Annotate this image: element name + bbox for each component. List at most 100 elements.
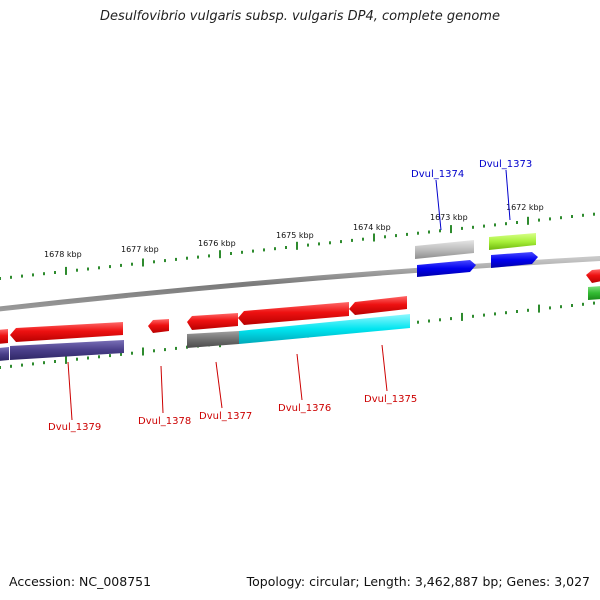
tick-label-1675: 1675 kbp: [276, 231, 314, 240]
upper-minor-tick: [10, 275, 12, 279]
upper-minor-tick: [439, 229, 441, 233]
upper-major-tick: [296, 241, 298, 250]
upper-minor-tick: [43, 272, 45, 276]
leader-dvul-1379: [67, 361, 73, 421]
lower-minor-tick: [87, 356, 89, 360]
gene-label-dvul-1375[interactable]: Dvul_1375: [364, 394, 417, 405]
cog-feature-partial-left[interactable]: [0, 347, 9, 361]
cds-partial-left[interactable]: [0, 329, 8, 344]
forward-strand: [415, 233, 538, 277]
lower-minor-tick: [76, 357, 78, 361]
lower-minor-tick: [54, 360, 56, 363]
gene-label-dvul-1373[interactable]: Dvul_1373: [479, 159, 532, 170]
upper-minor-tick: [483, 224, 485, 228]
gene-label-dvul-1377[interactable]: Dvul_1377: [199, 411, 252, 422]
upper-minor-tick: [252, 249, 254, 253]
upper-minor-tick: [395, 234, 397, 238]
cds-dvul-1377[interactable]: [187, 313, 238, 330]
cds-dvul-1378[interactable]: [148, 319, 169, 333]
leader-dvul-1378: [160, 365, 164, 414]
upper-minor-tick: [241, 250, 243, 254]
gene-labels: Dvul_1374 Dvul_1373 Dvul_1379 Dvul_1378 …: [48, 159, 532, 433]
upper-minor-tick: [153, 260, 155, 264]
upper-minor-tick: [120, 263, 122, 267]
gene-label-dvul-1379[interactable]: Dvul_1379: [48, 422, 101, 433]
lower-minor-tick: [549, 306, 551, 310]
cds-dvul-1373[interactable]: [491, 252, 538, 268]
cog-feature-dvul-1374[interactable]: [415, 240, 474, 259]
scale-labels: 1678 kbp 1677 kbp 1676 kbp 1675 kbp 1674…: [44, 203, 544, 259]
upper-minor-tick: [406, 232, 408, 236]
tick-label-1677: 1677 kbp: [121, 245, 159, 254]
upper-minor-tick: [307, 243, 309, 247]
lower-minor-tick: [516, 310, 518, 313]
lower-minor-tick: [582, 302, 584, 306]
lower-minor-tick: [164, 348, 166, 352]
upper-minor-tick: [351, 238, 353, 242]
upper-major-tick: [373, 233, 375, 242]
cog-feature-dvul-1379[interactable]: [10, 340, 124, 360]
upper-major-tick: [450, 225, 452, 234]
upper-minor-tick: [285, 246, 287, 249]
upper-minor-tick: [329, 241, 331, 245]
lower-major-tick: [65, 355, 67, 364]
lower-minor-tick: [527, 308, 529, 312]
gene-label-dvul-1376[interactable]: Dvul_1376: [278, 403, 331, 414]
upper-minor-tick: [593, 212, 595, 216]
lower-major-tick: [538, 304, 540, 313]
cog-feature-dvul-1376-1375[interactable]: [239, 314, 410, 344]
leader-dvul-1377: [215, 361, 223, 409]
leader-dvul-1374: [435, 179, 442, 231]
upper-minor-tick: [87, 267, 89, 271]
upper-major-tick: [527, 216, 529, 225]
leader-lines: [67, 169, 511, 421]
lower-minor-tick: [439, 318, 441, 322]
leader-dvul-1376: [296, 353, 303, 401]
tick-label-1674: 1674 kbp: [353, 223, 391, 232]
upper-minor-tick: [263, 248, 265, 252]
lower-minor-tick: [175, 346, 177, 350]
upper-minor-tick: [274, 247, 276, 251]
cog-feature-dvul-1377[interactable]: [187, 331, 239, 348]
reverse-strand: [0, 269, 600, 361]
upper-minor-tick: [175, 257, 177, 261]
upper-minor-tick: [461, 226, 463, 230]
upper-minor-tick: [417, 231, 419, 235]
tick-label-1678: 1678 kbp: [44, 250, 82, 259]
gene-label-dvul-1374[interactable]: Dvul_1374: [411, 169, 464, 180]
upper-tick-row: [0, 212, 595, 280]
lower-minor-tick: [109, 354, 111, 358]
cds-dvul-1374[interactable]: [417, 260, 476, 277]
upper-minor-tick: [505, 222, 507, 226]
map-title: Desulfovibrio vulgaris subsp. vulgaris D…: [100, 9, 500, 24]
upper-minor-tick: [538, 218, 540, 222]
upper-minor-tick: [230, 252, 232, 255]
upper-minor-tick: [76, 268, 78, 272]
upper-minor-tick: [21, 274, 23, 278]
cds-dvul-1376[interactable]: [238, 302, 349, 325]
upper-minor-tick: [516, 221, 518, 224]
cds-dvul-1379[interactable]: [10, 322, 123, 342]
lower-minor-tick: [494, 312, 496, 316]
cds-partial-right[interactable]: [586, 269, 600, 283]
upper-minor-tick: [560, 216, 562, 220]
cog-feature-partial-right[interactable]: [588, 286, 600, 300]
upper-minor-tick: [98, 266, 100, 270]
lower-minor-tick: [120, 352, 122, 356]
lower-minor-tick: [43, 361, 45, 365]
cog-feature-dvul-1373[interactable]: [489, 233, 536, 250]
lower-minor-tick: [32, 362, 34, 366]
lower-minor-tick: [472, 314, 474, 318]
gene-label-dvul-1378[interactable]: Dvul_1378: [138, 416, 191, 427]
lower-minor-tick: [428, 319, 430, 323]
tick-label-1673: 1673 kbp: [430, 213, 468, 222]
accession-text: Accession: NC_008751: [9, 574, 152, 589]
cds-dvul-1375[interactable]: [349, 296, 407, 315]
upper-minor-tick: [54, 271, 56, 274]
upper-minor-tick: [362, 237, 364, 241]
upper-minor-tick: [472, 225, 474, 229]
upper-minor-tick: [549, 217, 551, 221]
upper-minor-tick: [582, 213, 584, 217]
lower-minor-tick: [98, 355, 100, 359]
